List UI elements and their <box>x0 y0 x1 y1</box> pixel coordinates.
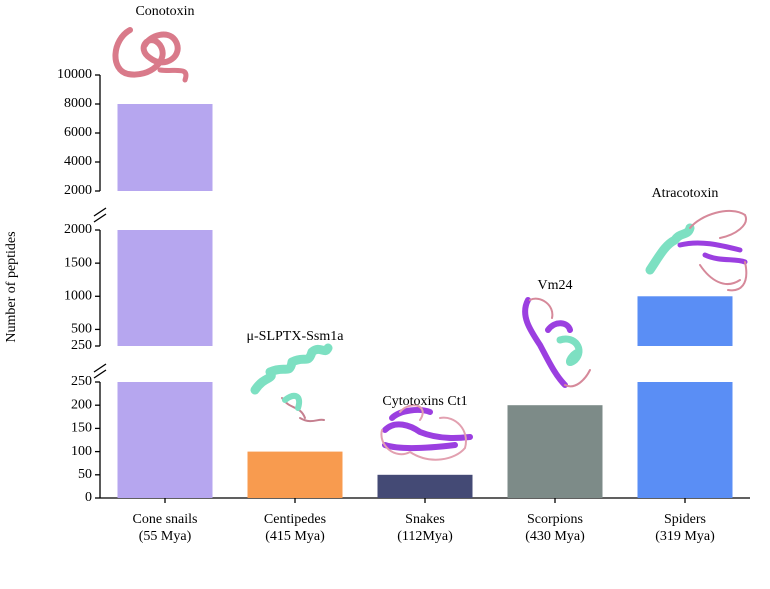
bar <box>117 104 213 191</box>
y-tick-label: 2000 <box>64 183 92 198</box>
x-tick-sublabel: (415 Mya) <box>265 529 325 544</box>
x-tick-label: Cone snails <box>133 512 198 527</box>
x-tick-sublabel: (112Mya) <box>397 529 453 544</box>
annotation: Atracotoxin <box>652 186 719 201</box>
annotation: μ-SLPTX-Ssm1a <box>247 329 345 344</box>
protein-snake <box>380 404 473 461</box>
bar <box>507 405 603 498</box>
bar <box>637 382 733 498</box>
bar <box>377 474 473 498</box>
x-tick-label: Snakes <box>405 512 445 527</box>
y-tick-label: 50 <box>78 467 92 482</box>
y-tick-label: 150 <box>71 421 92 436</box>
y-tick-label: 1500 <box>64 255 92 270</box>
x-tick-label: Centipedes <box>264 512 326 527</box>
annotation: Vm24 <box>538 278 573 293</box>
x-tick-label: Spiders <box>664 512 706 527</box>
y-tick-label: 0 <box>85 490 92 505</box>
bar <box>117 230 213 346</box>
x-tick-label: Scorpions <box>527 512 583 527</box>
bar <box>637 296 733 346</box>
axis-break <box>93 207 107 379</box>
protein-vm24 <box>522 297 591 388</box>
bar <box>117 382 213 498</box>
y-tick-label: 8000 <box>64 96 92 111</box>
y-tick-label: 4000 <box>64 154 92 169</box>
y-tick-label: 250 <box>71 374 92 389</box>
y-tick-label: 500 <box>71 322 92 337</box>
y-tick-label: 100 <box>71 444 92 459</box>
x-tick-sublabel: (55 Mya) <box>139 529 192 544</box>
bar <box>247 451 343 498</box>
x-tick-sublabel: (319 Mya) <box>655 529 715 544</box>
y-tick-label: 10000 <box>57 67 92 82</box>
protein-conotoxin <box>112 27 189 83</box>
protein-atracotoxin <box>645 210 748 292</box>
y-tick-label: 6000 <box>64 125 92 140</box>
annotation: Conotoxin <box>135 4 194 19</box>
y-axis-label: Number of peptides <box>4 231 19 342</box>
annotation: Cytotoxins Ct1 <box>382 394 467 409</box>
y-tick-label: 1000 <box>64 289 92 304</box>
y-tick-label: 250 <box>71 338 92 353</box>
x-tick-sublabel: (430 Mya) <box>525 529 585 544</box>
protein-centipede <box>250 343 333 423</box>
y-tick-label: 200 <box>71 397 92 412</box>
y-tick-label: 2000 <box>64 222 92 237</box>
